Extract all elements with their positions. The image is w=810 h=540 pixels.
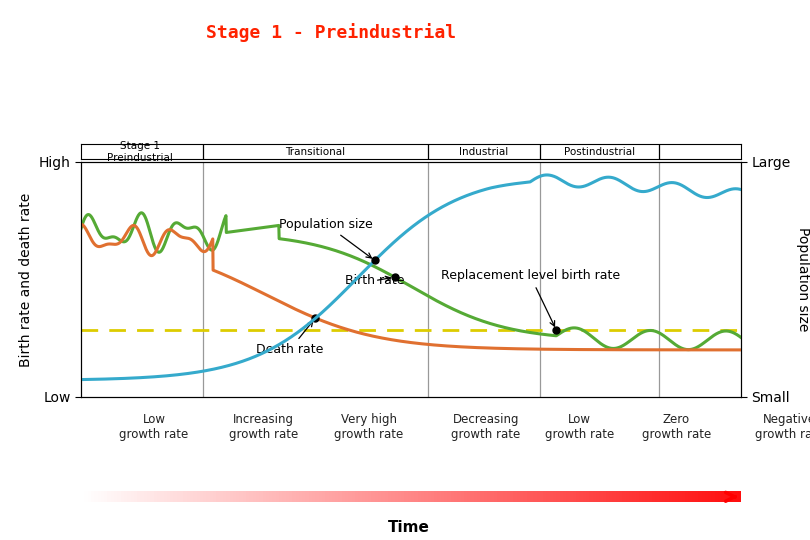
Text: Low
growth rate: Low growth rate [544,413,614,441]
Text: Postindustrial: Postindustrial [564,147,635,157]
Text: Population size: Population size [279,218,373,258]
Text: Time: Time [388,519,430,535]
Text: Stage 1 - Preindustrial: Stage 1 - Preindustrial [206,23,456,43]
Y-axis label: Birth rate and death rate: Birth rate and death rate [19,192,33,367]
Text: Stage 1
Preindustrial: Stage 1 Preindustrial [108,141,173,163]
Text: Replacement level birth rate: Replacement level birth rate [441,269,620,326]
Text: Birth rate: Birth rate [345,274,404,287]
Text: •high level birth rate and the death: •high level birth rate and the death [206,68,535,83]
Text: Transitional: Transitional [285,147,345,157]
Text: Increasing
growth rate: Increasing growth rate [228,413,298,441]
Text: Industrial: Industrial [459,147,509,157]
Text: Low
growth rate: Low growth rate [119,413,189,441]
Text: rate: rate [206,110,261,125]
Text: Negative
growth rate: Negative growth rate [755,413,810,441]
Y-axis label: Population size: Population size [796,227,810,332]
Text: Decreasing
growth rate: Decreasing growth rate [451,413,521,441]
Text: Death rate: Death rate [256,321,323,356]
Text: Zero
growth rate: Zero growth rate [642,413,711,441]
Text: Very high
growth rate: Very high growth rate [334,413,403,441]
